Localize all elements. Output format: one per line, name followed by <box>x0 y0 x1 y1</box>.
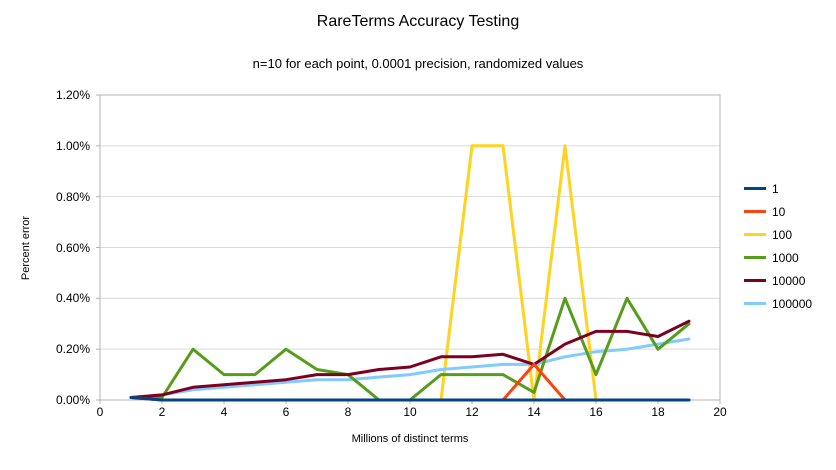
y-tick-label: 0.60% <box>55 240 90 255</box>
legend-label: 100000 <box>772 296 813 311</box>
x-axis-title: Millions of distinct terms <box>351 433 469 445</box>
legend-item-1: 1 <box>744 177 812 200</box>
legend-item-100: 100 <box>744 223 812 246</box>
y-tick-label: 0.20% <box>55 342 90 357</box>
x-tick-label: 16 <box>589 405 603 419</box>
y-tick-label: 0.40% <box>55 291 90 306</box>
x-tick-label: 4 <box>220 405 228 419</box>
x-tick-label: 20 <box>713 405 727 419</box>
y-tick-label: 1.20% <box>55 88 90 102</box>
legend-label: 10 <box>772 204 786 219</box>
chart-title: RareTerms Accuracy Testing <box>316 13 520 30</box>
x-tick-label: 6 <box>282 405 290 419</box>
legend-label: 100 <box>772 227 793 242</box>
legend-swatch-icon <box>744 187 766 190</box>
x-tick-label: 2 <box>158 405 166 419</box>
legend-item-10: 10 <box>744 200 812 223</box>
series-line-100000 <box>129 337 691 399</box>
y-tick-label: 0.00% <box>55 393 90 407</box>
series-line-10000 <box>129 319 691 399</box>
x-tick-label: 8 <box>344 405 352 419</box>
y-tick-label: 1.00% <box>55 138 90 153</box>
legend: 1 10 100 1000 10000 100000 <box>744 177 812 315</box>
legend-swatch-icon <box>744 279 766 282</box>
series-line-1 <box>129 396 691 402</box>
series-line-10 <box>129 362 691 402</box>
legend-swatch-icon <box>744 302 766 305</box>
chart-subtitle: n=10 for each point, 0.0001 precision, r… <box>252 56 584 71</box>
legend-label: 1 <box>772 181 779 196</box>
legend-item-100000: 100000 <box>744 292 812 315</box>
legend-item-10000: 10000 <box>744 269 812 292</box>
x-tick-label: 0 <box>96 405 104 419</box>
y-tick-label: 0.80% <box>55 189 90 204</box>
legend-label: 1000 <box>772 250 799 265</box>
x-tick-label: 18 <box>651 405 665 419</box>
x-tick-label: 12 <box>465 405 479 419</box>
x-tick-label: 14 <box>527 405 541 419</box>
legend-swatch-icon <box>744 256 766 259</box>
series-line-100 <box>129 144 691 402</box>
legend-item-1000: 1000 <box>744 246 812 269</box>
legend-label: 10000 <box>772 273 806 288</box>
plot-area <box>96 94 721 404</box>
legend-swatch-icon <box>744 233 766 236</box>
x-tick-label: 10 <box>403 405 417 419</box>
legend-swatch-icon <box>744 210 766 213</box>
